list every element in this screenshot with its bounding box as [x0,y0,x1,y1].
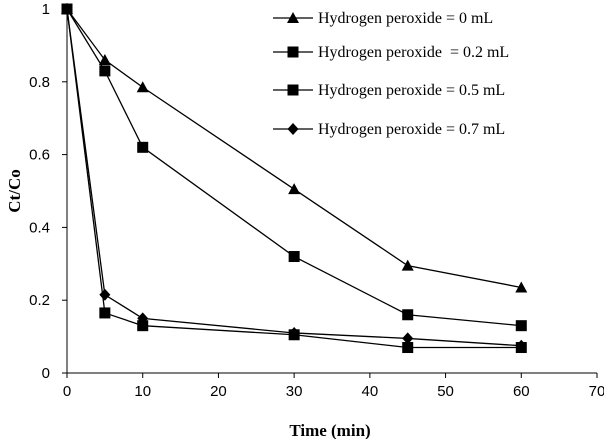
data-point [99,65,111,77]
x-tick-label: 30 [286,383,303,400]
x-tick-label: 40 [362,383,379,400]
x-tick-label: 50 [437,383,454,400]
series-layer [61,3,528,354]
data-point [98,53,111,65]
legend-label: Hydrogen peroxide = 0.5 mL [318,82,505,99]
x-tick-label: 0 [63,383,71,400]
legend-label: Hydrogen peroxide = 0.7 mL [318,121,505,138]
x-tick-label: 70 [589,383,604,400]
legend-item: Hydrogen peroxide = 0 mL [273,10,493,27]
series-line [66,8,522,289]
data-point [402,342,414,354]
data-point [288,251,300,263]
y-tick-label: 0 [42,365,50,382]
legend-label: Hydrogen peroxide = 0 mL [318,10,493,27]
legend-item: Hydrogen peroxide = 0.7 mL [273,121,505,138]
legend-label: Hydrogen peroxide = 0.2 mL [318,44,509,61]
data-point [402,332,414,345]
legend: Hydrogen peroxide = 0 mL Hydrogen peroxid… [273,10,509,138]
y-tick-label: 0.6 [29,147,50,164]
legend-marker [287,84,299,96]
data-point [137,320,149,332]
legend-marker [287,123,299,135]
data-point [515,320,527,332]
x-tick-label: 20 [210,383,227,400]
data-point [99,307,111,319]
data-point [515,339,527,352]
axes: 0 10 20 30 40 50 60 70 0 0.2 0.4 0.6 0.8 1 [29,1,604,400]
y-tick-label: 1 [42,1,50,18]
x-tick-label: 60 [513,383,530,400]
series-line [66,8,522,327]
y-tick-label: 0.8 [29,74,50,91]
data-point [137,141,149,153]
data-point [401,259,414,271]
y-axis-title: Ct/Co [5,169,24,212]
legend-item: Hydrogen peroxide = 0.2 mL [273,44,509,61]
data-point [402,309,414,321]
data-point [99,288,111,301]
y-tick-label: 0.2 [29,292,50,309]
legend-marker [287,12,299,23]
series-3 [61,3,527,352]
x-axis-title: Time (min) [289,421,370,439]
legend-item: Hydrogen peroxide = 0.5 mL [273,82,505,99]
data-point [136,81,149,93]
x-tick-label: 10 [134,383,151,400]
data-point [288,326,300,339]
y-tick-label: 0.4 [29,219,50,236]
legend-marker [287,46,299,58]
series-line [66,8,522,349]
data-point [61,3,73,15]
data-point [137,312,149,325]
data-point [515,281,528,293]
data-point [288,183,301,195]
series-line [66,8,522,347]
